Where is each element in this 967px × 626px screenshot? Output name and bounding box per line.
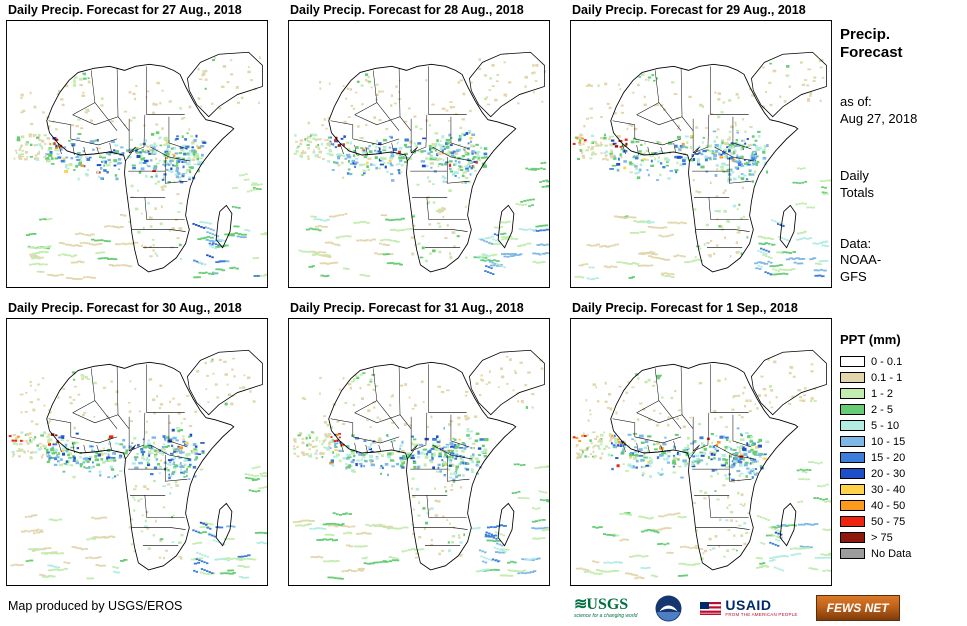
africa-precip-map bbox=[288, 318, 550, 586]
usgs-wave-icon: ≋ bbox=[574, 596, 587, 613]
legend-row: 0 - 0.1 bbox=[840, 355, 962, 368]
legend-swatch bbox=[840, 548, 865, 560]
map-panel: Daily Precip. Forecast for 29 Aug., 2018 bbox=[570, 3, 832, 288]
africa-precip-map bbox=[288, 20, 550, 288]
as-of-date: Aug 27, 2018 bbox=[840, 110, 918, 126]
sidebar-title: Precip. Forecast bbox=[840, 26, 962, 62]
map-title: Daily Precip. Forecast for 30 Aug., 2018 bbox=[8, 301, 242, 315]
data-source-label: Data: bbox=[840, 235, 872, 251]
legend-row: 5 - 10 bbox=[840, 419, 962, 432]
legend-swatch bbox=[840, 532, 865, 544]
legend-row: > 75 bbox=[840, 531, 962, 544]
usgs-logo: ≋USGS science for a changing world bbox=[574, 597, 637, 619]
legend-row: 1 - 2 bbox=[840, 387, 962, 400]
legend-swatch bbox=[840, 516, 865, 528]
legend-label: 0.1 - 1 bbox=[871, 371, 903, 384]
data-source-line: GFS bbox=[840, 269, 867, 285]
legend-label: 10 - 15 bbox=[871, 435, 906, 448]
data-source-block: Data: NOAA- GFS bbox=[840, 236, 962, 287]
legend-row: 0.1 - 1 bbox=[840, 371, 962, 384]
legend-label: 1 - 2 bbox=[871, 387, 894, 400]
legend-label: 15 - 20 bbox=[871, 451, 906, 464]
data-source-line: NOAA- bbox=[840, 252, 882, 268]
usgs-wordmark: USGS bbox=[586, 596, 629, 613]
legend-row: 20 - 30 bbox=[840, 467, 962, 480]
sidebar-title-line: Forecast bbox=[840, 44, 903, 61]
legend-label: No Data bbox=[871, 547, 912, 560]
legend-swatch bbox=[840, 420, 865, 432]
map-panel: Daily Precip. Forecast for 28 Aug., 2018 bbox=[288, 3, 550, 288]
map-title: Daily Precip. Forecast for 29 Aug., 2018 bbox=[572, 3, 806, 17]
daily-totals-line: Totals bbox=[840, 184, 874, 200]
map-panel: Daily Precip. Forecast for 1 Sep., 2018 bbox=[570, 301, 832, 586]
legend-label: 30 - 40 bbox=[871, 483, 906, 496]
legend-label: 5 - 10 bbox=[871, 419, 900, 432]
legend-swatch bbox=[840, 372, 865, 384]
info-sidebar: Precip. Forecast as of: Aug 27, 2018 Dai… bbox=[840, 26, 962, 563]
map-title: Daily Precip. Forecast for 27 Aug., 2018 bbox=[8, 3, 242, 17]
legend-row: 40 - 50 bbox=[840, 499, 962, 512]
africa-precip-map bbox=[6, 318, 268, 586]
ppt-legend: 0 - 0.1 0.1 - 1 1 - 2 2 - 5 5 - 10 10 - 15 15 … bbox=[840, 355, 962, 560]
legend-row: No Data bbox=[840, 547, 962, 560]
legend-row: 15 - 20 bbox=[840, 451, 962, 464]
usgs-tagline: science for a changing world bbox=[574, 613, 638, 619]
as-of-label: as of: bbox=[840, 94, 872, 109]
legend-row: 50 - 75 bbox=[840, 515, 962, 528]
map-title: Daily Precip. Forecast for 28 Aug., 2018 bbox=[290, 3, 524, 17]
daily-totals-block: Daily Totals bbox=[840, 168, 962, 202]
fewsnet-wordmark: FEWS NET bbox=[826, 601, 889, 615]
legend-swatch bbox=[840, 388, 865, 400]
usaid-flag-icon bbox=[700, 601, 722, 615]
sidebar-title-line: Precip. bbox=[840, 26, 891, 43]
usaid-logo: USAID FROM THE AMERICAN PEOPLE bbox=[700, 598, 797, 618]
legend-label: 0 - 0.1 bbox=[871, 355, 903, 368]
footer: Map produced by USGS/EROS ≋USGS science … bbox=[0, 590, 967, 626]
legend-title: PPT (mm) bbox=[840, 332, 901, 348]
legend-swatch bbox=[840, 452, 865, 464]
logo-strip: ≋USGS science for a changing world bbox=[574, 592, 900, 624]
map-panel: Daily Precip. Forecast for 27 Aug., 2018 bbox=[6, 3, 268, 288]
africa-precip-map bbox=[6, 20, 268, 288]
legend-label: 2 - 5 bbox=[871, 403, 894, 416]
africa-precip-map bbox=[570, 318, 832, 586]
legend-label: 40 - 50 bbox=[871, 499, 906, 512]
legend-row: 30 - 40 bbox=[840, 483, 962, 496]
legend-swatch bbox=[840, 468, 865, 480]
africa-precip-map bbox=[570, 20, 832, 288]
noaa-logo bbox=[655, 595, 682, 621]
legend-label: 20 - 30 bbox=[871, 467, 906, 480]
legend-label: > 75 bbox=[871, 531, 893, 544]
credit-text: Map produced by USGS/EROS bbox=[8, 599, 183, 613]
legend-swatch bbox=[840, 356, 865, 368]
legend-swatch bbox=[840, 404, 865, 416]
legend-swatch bbox=[840, 484, 865, 496]
daily-totals-line: Daily bbox=[840, 167, 869, 183]
legend-row: 10 - 15 bbox=[840, 435, 962, 448]
map-title: Daily Precip. Forecast for 1 Sep., 2018 bbox=[572, 301, 798, 315]
fewsnet-logo: FEWS NET bbox=[815, 595, 900, 621]
map-panel: Daily Precip. Forecast for 30 Aug., 2018 bbox=[6, 301, 268, 586]
usaid-tagline: FROM THE AMERICAN PEOPLE bbox=[725, 612, 798, 618]
legend-row: 2 - 5 bbox=[840, 403, 962, 416]
legend-swatch bbox=[840, 500, 865, 512]
usaid-wordmark: USAID bbox=[725, 597, 772, 614]
legend-label: 50 - 75 bbox=[871, 515, 906, 528]
map-panel: Daily Precip. Forecast for 31 Aug., 2018 bbox=[288, 301, 550, 586]
legend-swatch bbox=[840, 436, 865, 448]
as-of-block: as of: Aug 27, 2018 bbox=[840, 94, 962, 128]
map-title: Daily Precip. Forecast for 31 Aug., 2018 bbox=[290, 301, 524, 315]
